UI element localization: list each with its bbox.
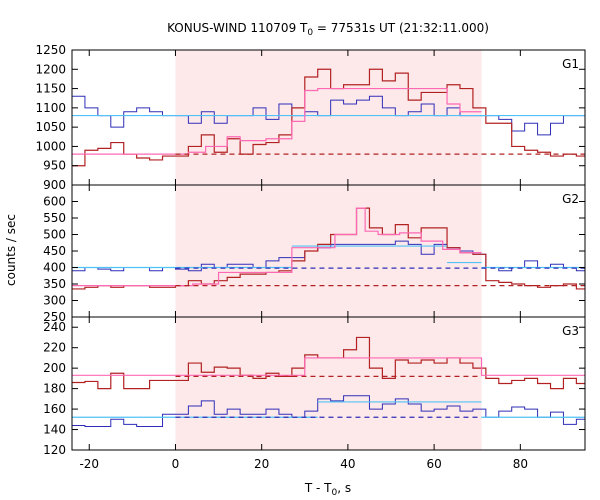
- y-tick-label: 450: [43, 244, 66, 258]
- panel-plot-area: [72, 336, 585, 427]
- y-tick-label: 1000: [35, 139, 66, 153]
- panel-label: G3: [562, 324, 579, 338]
- y-tick-label: 220: [43, 341, 66, 355]
- shaded-interval: [175, 50, 482, 185]
- y-tick-label: 140: [43, 423, 66, 437]
- y-tick-label: 1150: [35, 82, 66, 96]
- x-tick-label: 40: [340, 457, 355, 471]
- y-tick-label: 180: [43, 382, 66, 396]
- y-tick-label: 240: [43, 320, 66, 334]
- panel-g2: 250 300 350 400 450 500 550 600 G2: [43, 184, 586, 324]
- panel-label: G2: [562, 192, 579, 206]
- y-tick-label: 250: [43, 310, 66, 324]
- pink-fit-series: [72, 207, 482, 287]
- pink-fit-series: [72, 357, 585, 376]
- x-tick-label: 60: [426, 457, 441, 471]
- x-tick-label: -20: [79, 457, 99, 471]
- y-tick-label: 1200: [35, 62, 66, 76]
- chart-title: KONUS-WIND 110709 T0 = 77531s UT (21:32:…: [167, 21, 489, 38]
- red-step-series: [72, 207, 585, 290]
- x-tick-label: 20: [254, 457, 269, 471]
- panels-group: 900950100010501100115012001250G125030035…: [35, 43, 586, 471]
- shaded-interval: [175, 317, 482, 450]
- y-tick-label: 1250: [35, 43, 66, 57]
- panel-plot-area: [72, 207, 585, 290]
- panel-g1: 900 950 1000 1050 1100 1150 1200 1250 G1: [35, 43, 586, 192]
- y-tick-label: 900: [43, 178, 66, 192]
- y-tick-label: 300: [43, 294, 66, 308]
- y-tick-label: 600: [43, 195, 66, 209]
- y-tick-label: 500: [43, 228, 66, 242]
- panel-g3: 120 140 160 180 200 220 240 G3: [43, 316, 586, 457]
- x-tick-label: 80: [513, 457, 528, 471]
- y-tick-label: 400: [43, 261, 66, 275]
- shaded-interval: [175, 185, 482, 317]
- y-tick-label: 1100: [35, 101, 66, 115]
- red-step-series: [72, 336, 585, 390]
- y-tick-label: 550: [43, 211, 66, 225]
- y-tick-label: 1050: [35, 120, 66, 134]
- y-tick-label: 120: [43, 443, 66, 457]
- y-tick-label: 160: [43, 402, 66, 416]
- y-axis-label: counts / sec: [4, 214, 18, 286]
- x-tick-label: 0: [172, 457, 180, 471]
- x-axis-label: T - T0, s: [304, 481, 351, 498]
- panel-plot-area: [72, 68, 585, 167]
- y-tick-label: 950: [43, 159, 66, 173]
- y-tick-label: 200: [43, 361, 66, 375]
- red-step-series: [72, 68, 585, 167]
- panel-label: G1: [562, 57, 579, 71]
- blue-step-series: [72, 395, 585, 427]
- y-tick-label: 350: [43, 277, 66, 291]
- pink-fit-series: [72, 87, 482, 155]
- panel-frame: [71, 316, 586, 451]
